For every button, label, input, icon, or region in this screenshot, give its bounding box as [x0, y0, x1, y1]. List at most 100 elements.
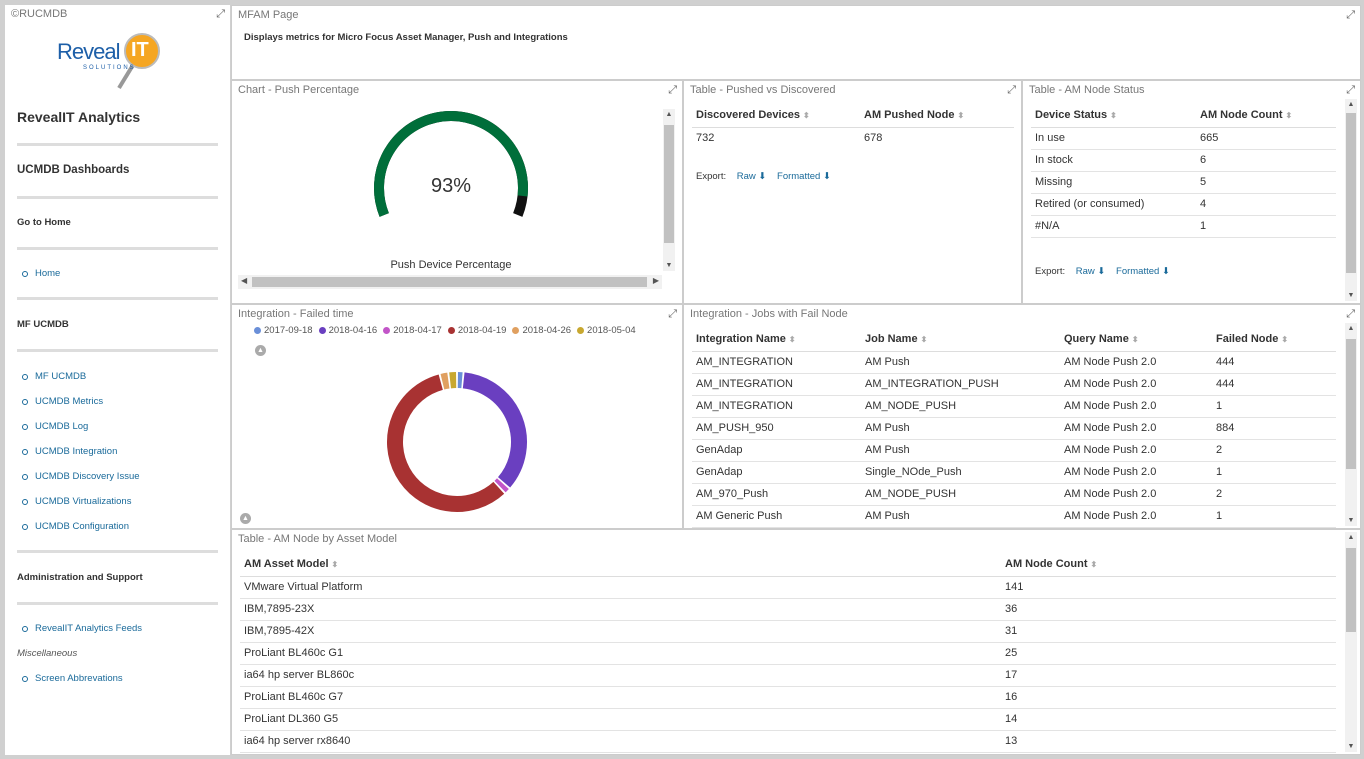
divider: [17, 247, 218, 250]
scroll-left-icon[interactable]: ◀: [241, 276, 248, 285]
legend-label: 2018-04-26: [522, 325, 572, 336]
export-bar: Export: Raw ⬇ Formatted ⬇: [1035, 266, 1170, 277]
scroll-down-icon[interactable]: ▼: [1347, 292, 1355, 299]
table-row: Retired (or consumed) 4: [1031, 193, 1336, 216]
scroll-down-icon[interactable]: ▼: [1347, 517, 1355, 524]
column-header[interactable]: Discovered Devices ⬍: [692, 103, 860, 128]
panel-title: Integration - Failed time: [238, 308, 354, 320]
sort-icon: ⬍: [331, 559, 339, 569]
donut-slice[interactable]: [387, 374, 505, 512]
scrollbar-thumb[interactable]: [252, 277, 647, 287]
expand-icon[interactable]: ⤢: [668, 308, 677, 320]
table-cell: AM Push: [861, 351, 1060, 374]
sidebar: ©RUCMDB ⤢ Reveal IT SOLUTIONS RevealIT A…: [5, 5, 230, 755]
column-header[interactable]: Failed Node ⬍: [1212, 327, 1336, 352]
donut-chart: [387, 372, 527, 512]
column-header[interactable]: Device Status ⬍: [1031, 103, 1196, 128]
donut-slice[interactable]: [462, 372, 527, 488]
legend-item[interactable]: 2017-09-18: [254, 325, 313, 336]
scrollbar-thumb[interactable]: [1346, 113, 1356, 273]
expand-icon[interactable]: ⤢: [1007, 84, 1016, 96]
sidebar-link-mf-ucmdb[interactable]: MF UCMDB: [21, 371, 87, 382]
divider: [17, 602, 218, 605]
table-cell: AM_970_Push: [692, 483, 861, 506]
donut-slice[interactable]: [440, 372, 450, 390]
vertical-scrollbar[interactable]: ▲ ▼: [1345, 532, 1357, 752]
donut-slice[interactable]: [494, 478, 509, 493]
table-row: AM Generic Push AM Push AM Node Push 2.0 1: [692, 505, 1336, 528]
table-row: In use 665: [1031, 127, 1336, 150]
sort-icon: ⬍: [920, 334, 928, 344]
table-row: ProLiant BL460c G7 16: [240, 686, 1336, 709]
export-raw-link[interactable]: Raw ⬇: [1075, 266, 1106, 277]
scroll-down-icon[interactable]: ▼: [1347, 743, 1355, 750]
legend-item[interactable]: 2018-04-16: [318, 325, 377, 336]
table-cell: AM Generic Push: [692, 505, 861, 528]
table-cell: GenAdap: [692, 461, 861, 484]
scroll-down-icon[interactable]: ▼: [665, 262, 673, 269]
expand-icon[interactable]: ⤢: [1346, 308, 1355, 320]
scrollbar-thumb[interactable]: [1346, 339, 1356, 469]
column-header[interactable]: AM Node Count ⬍: [1196, 103, 1336, 128]
vertical-scrollbar[interactable]: ▲ ▼: [1345, 323, 1357, 526]
legend-item[interactable]: 2018-04-17: [383, 325, 442, 336]
table-cell: 13: [1001, 730, 1336, 753]
expand-icon[interactable]: ⤢: [1346, 9, 1355, 21]
column-header[interactable]: AM Node Count ⬍: [1001, 552, 1336, 577]
sidebar-link-ucmdb-discovery-issue[interactable]: UCMDB Discovery Issue: [22, 471, 140, 482]
table-row: 732 678: [696, 132, 883, 145]
scroll-up-icon[interactable]: ▲: [665, 111, 673, 118]
expand-icon[interactable]: ⤢: [668, 84, 677, 96]
table-row: ia64 hp server BL860c 17: [240, 664, 1336, 687]
vertical-scrollbar[interactable]: ▲ ▼: [1345, 99, 1357, 301]
table-cell: 884: [1212, 417, 1336, 440]
legend-expand-icon[interactable]: ▲: [240, 513, 251, 524]
legend-item[interactable]: 2018-05-04: [577, 325, 636, 336]
expand-icon[interactable]: ⤢: [216, 8, 225, 20]
legend-item[interactable]: 2018-04-26: [512, 325, 571, 336]
mf-ucmdb-heading: MF UCMDB: [17, 319, 69, 330]
sort-icon: ⬍: [1110, 110, 1117, 120]
scroll-up-icon[interactable]: ▲: [1347, 325, 1355, 332]
column-header[interactable]: Integration Name ⬍: [692, 327, 861, 352]
sidebar-link-feeds[interactable]: RevealIT Analytics Feeds: [21, 623, 143, 634]
page-description: Displays metrics for Micro Focus Asset M…: [244, 32, 568, 43]
vertical-scrollbar[interactable]: ▲ ▼: [663, 109, 675, 271]
column-header[interactable]: AM Asset Model ⬍: [240, 552, 1001, 577]
divider: [17, 550, 218, 553]
sidebar-link-ucmdb-log[interactable]: UCMDB Log: [21, 421, 89, 432]
scroll-right-icon[interactable]: ▶: [652, 276, 659, 285]
divider: [17, 143, 218, 146]
expand-icon[interactable]: ⤢: [1346, 84, 1355, 96]
scroll-up-icon[interactable]: ▲: [1347, 534, 1355, 541]
horizontal-scrollbar[interactable]: ◀ ▶: [238, 275, 662, 289]
sidebar-link-ucmdb-metrics[interactable]: UCMDB Metrics: [21, 396, 104, 407]
export-formatted-link[interactable]: Formatted ⬇: [777, 171, 831, 182]
table-cell: AM Push: [861, 417, 1060, 440]
legend-collapse-icon[interactable]: ▲: [255, 345, 266, 356]
table-cell: AM_INTEGRATION: [692, 373, 861, 396]
sidebar-link-ucmdb-virtualizations[interactable]: UCMDB Virtualizations: [21, 496, 132, 507]
export-formatted-link[interactable]: Formatted ⬇: [1116, 266, 1170, 277]
sort-icon: ⬍: [1281, 334, 1289, 344]
column-header[interactable]: Job Name ⬍: [861, 327, 1060, 352]
scrollbar-thumb[interactable]: [1346, 548, 1356, 632]
sidebar-link-ucmdb-configuration[interactable]: UCMDB Configuration: [22, 521, 129, 532]
table-cell: 25: [1001, 642, 1336, 665]
misc-heading: Miscellaneous: [17, 648, 78, 659]
sidebar-link-ucmdb-integration[interactable]: UCMDB Integration: [21, 446, 118, 457]
scrollbar-thumb[interactable]: [664, 125, 674, 243]
sidebar-link-home[interactable]: Home: [21, 268, 61, 279]
export-raw-link[interactable]: Raw ⬇: [736, 171, 767, 182]
legend-item[interactable]: 2018-04-19: [447, 325, 506, 336]
column-header[interactable]: Query Name ⬍: [1060, 327, 1212, 352]
sidebar-link-abbreviations[interactable]: Screen Abbrevations: [22, 673, 123, 684]
divider: [17, 349, 218, 352]
table-cell: 17: [1001, 664, 1336, 687]
scroll-up-icon[interactable]: ▲: [1347, 101, 1355, 108]
column-header[interactable]: AM Pushed Node ⬍: [860, 103, 1014, 128]
export-bar: Export: Raw ⬇ Formatted ⬇: [696, 171, 831, 182]
table-row: GenAdap AM Push AM Node Push 2.0 2: [692, 439, 1336, 462]
table-cell: AM Node Push 2.0: [1060, 373, 1212, 396]
legend-dot-icon: [447, 327, 455, 334]
